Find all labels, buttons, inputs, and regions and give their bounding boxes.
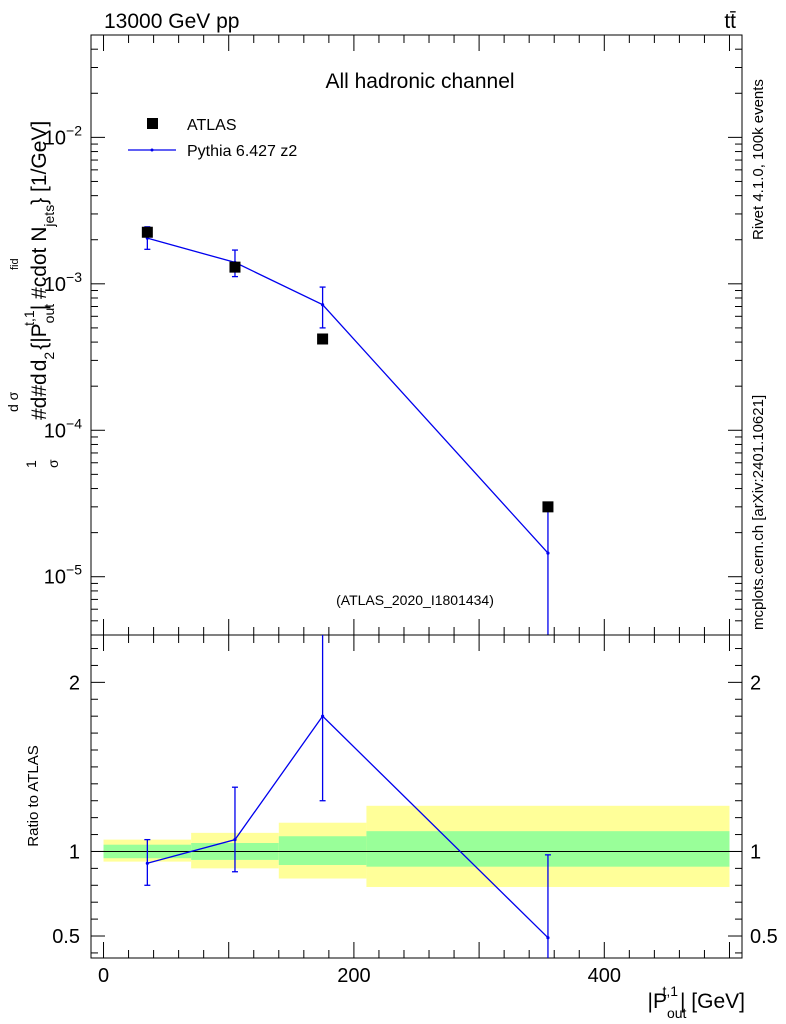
ratio-y-tick-label-right: 2: [750, 672, 761, 694]
data-point: [542, 501, 554, 513]
ratio-point: [546, 936, 550, 940]
mc-point: [546, 551, 550, 555]
ratio-series: [144, 635, 551, 958]
legend: ATLAS Pythia 6.427 z2: [128, 117, 297, 160]
process-label: tt̄: [724, 10, 736, 33]
data-point: [141, 226, 153, 238]
main-y-axis-label: #d#dd2{|Poutt,1| #cdot Njets} [1/GeV] d …: [5, 121, 61, 468]
data-point: [229, 261, 241, 273]
legend-mc-marker: [150, 148, 154, 152]
mc-line: [147, 237, 549, 554]
main-y-tick-label: 10−4: [44, 415, 82, 442]
band-inner: [278, 836, 367, 865]
legend-data-marker: [147, 118, 158, 129]
main-y-tick-label: 10−2: [44, 122, 82, 149]
x-tick-label: 0: [98, 965, 109, 987]
svg-text:#d#dd2{|Poutt,1| #cdot Njets}: #d#dd2{|Poutt,1| #cdot Njets} [1/GeV]: [21, 121, 57, 420]
legend-data-label: ATLAS: [187, 117, 237, 134]
main-y-axis-label-sigma-denom: σ: [45, 459, 61, 468]
ratio-panel: 0.5 0.5 1 1 2 2 0 200 400 Ratio to ATLAS |Poutt,…: [25, 634, 778, 1021]
x-axis-label: |Poutt,1| [GeV]: [648, 983, 746, 1021]
x-tick-label: 200: [337, 965, 370, 987]
ratio-frame: [90, 634, 743, 959]
ratio-y-tick-label-left: 2: [69, 672, 80, 694]
ratio-point: [233, 838, 237, 842]
ratio-line: [147, 715, 549, 939]
chart-title: All hadronic channel: [325, 70, 514, 93]
ratio-ticks: [91, 635, 742, 958]
energy-label: 13000 GeV pp: [104, 10, 239, 33]
legend-mc-label: Pythia 6.427 z2: [187, 143, 297, 160]
main-y-axis-label-fid: fid: [9, 258, 21, 270]
analysis-tag: (ATLAS_2020_I1801434): [336, 592, 494, 608]
ratio-y-tick-label-right: 1: [750, 841, 761, 863]
ratio-point: [321, 714, 325, 718]
ratio-y-tick-label-right: 0.5: [750, 926, 778, 948]
rivet-label: Rivet 4.1.0, 100k events: [750, 79, 767, 240]
main-series: [141, 226, 554, 635]
main-panel: 10−2 10−3 10−4 10−5 All hadronic channel (A…: [5, 34, 743, 636]
x-tick-label: 400: [588, 965, 621, 987]
ratio-y-tick-label-left: 0.5: [52, 926, 80, 948]
ratio-y-tick-label-left: 1: [69, 841, 80, 863]
data-point: [317, 333, 329, 345]
main-y-tick-label: 10−3: [44, 269, 82, 296]
ratio-uncertainty-bands: [91, 805, 742, 887]
main-y-axis-label-sigma: d σ: [5, 391, 21, 412]
main-y-axis-label-one: 1: [23, 460, 39, 468]
ratio-y-axis-label: Ratio to ATLAS: [25, 745, 42, 846]
mc-point: [321, 303, 325, 307]
source-label: mcplots.cern.ch [arXiv:2401.10621]: [750, 395, 767, 630]
ratio-point: [145, 861, 149, 865]
main-y-tick-labels: 10−2 10−3 10−4 10−5: [44, 122, 82, 588]
main-ticks: [91, 34, 742, 636]
ratio-tick-labels: 0.5 0.5 1 1 2 2 0 200 400: [52, 672, 778, 987]
main-y-tick-label: 10−5: [44, 562, 82, 589]
